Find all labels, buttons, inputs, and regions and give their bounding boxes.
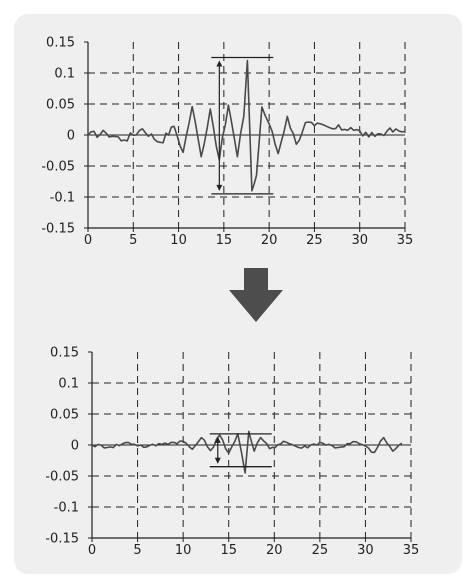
down-arrow-icon (229, 268, 283, 322)
x-tick-label: 5 (129, 233, 137, 248)
y-tick-label: 0 (71, 439, 79, 454)
amplitude-arrowhead-down (214, 457, 221, 464)
arrow-head (229, 290, 283, 322)
x-tick-label: 30 (357, 543, 374, 558)
x-tick-label: 5 (133, 543, 141, 558)
x-tick-label: 0 (84, 233, 92, 248)
x-tick-label: 25 (312, 543, 329, 558)
arrow-shaft (244, 268, 268, 290)
x-tick-label: 10 (170, 233, 187, 248)
y-tick-label: 0.1 (54, 67, 75, 82)
x-tick-label: 35 (397, 233, 414, 248)
x-tick-label: 15 (216, 233, 233, 248)
x-tick-label: 15 (220, 543, 237, 558)
x-tick-label: 20 (261, 233, 278, 248)
x-tick-label: 20 (266, 543, 283, 558)
x-tick-label: 30 (351, 233, 368, 248)
x-tick-label: 10 (175, 543, 192, 558)
x-tick-label: 25 (306, 233, 323, 248)
y-tick-label: -0.05 (41, 160, 75, 175)
y-tick-label: -0.05 (45, 470, 79, 485)
signal-line (91, 430, 403, 474)
y-tick-label: 0.1 (58, 377, 79, 392)
y-tick-label: 0.15 (46, 36, 75, 51)
y-tick-label: -0.1 (54, 501, 79, 516)
x-tick-label: 0 (88, 543, 96, 558)
y-tick-label: 0.05 (46, 98, 75, 113)
bottom-chart: 0 5 10 15 20 25 30 35 0.15 0.1 0.05 0 -0.05 -0.1 -0.15 (45, 346, 419, 559)
y-tick-label: -0.1 (50, 191, 75, 206)
y-tick-label: 0.05 (50, 408, 79, 423)
signal-line (87, 59, 406, 192)
y-tick-label: 0.15 (50, 346, 79, 361)
amplitude-arrowhead-up (214, 436, 221, 443)
amplitude-arrowhead-up (216, 60, 223, 67)
top-chart: 0 5 10 15 20 25 30 35 0.15 0.1 0.05 0 -0.05 -0.1 -0.15 (41, 36, 413, 249)
y-tick-label: -0.15 (41, 222, 75, 237)
amplitude-arrowhead-down (216, 184, 223, 191)
x-tick-label: 35 (403, 543, 420, 558)
y-tick-label: 0 (67, 129, 75, 144)
y-tick-label: -0.15 (45, 532, 79, 547)
